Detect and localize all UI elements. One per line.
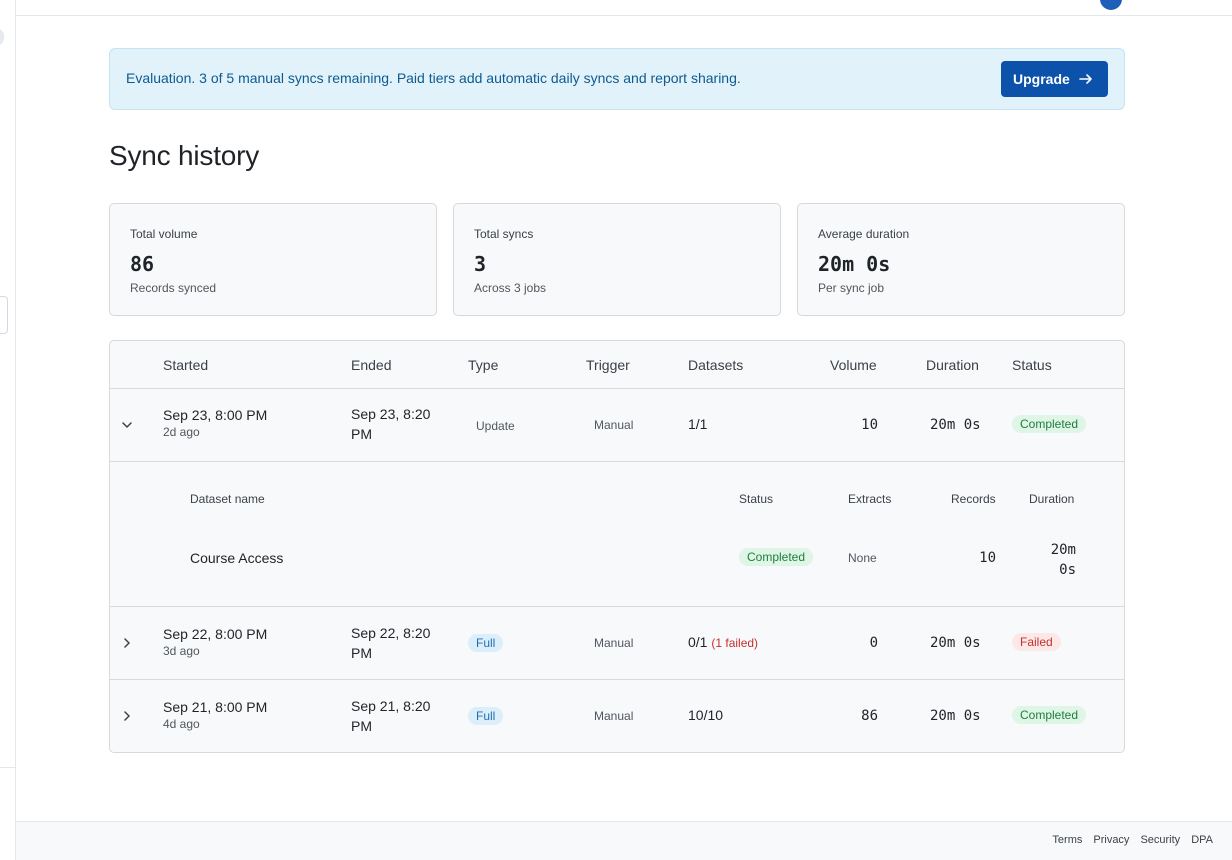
table-row[interactable]: Sep 23, 8:00 PM 2d ago Sep 23, 8:20 PM U…: [110, 389, 1124, 462]
dataset-duration-line2: 0s: [1059, 562, 1076, 578]
type-cell: Full: [468, 707, 504, 725]
stat-card-total-volume: Total volume 86 Records synced: [109, 203, 437, 316]
chevron-down-icon[interactable]: [120, 418, 134, 432]
stat-label: Total volume: [130, 227, 198, 241]
volume-cell: 0: [869, 635, 878, 651]
sync-history-table: Started Ended Type Trigger Datasets Volu…: [109, 340, 1125, 753]
footer-link-terms[interactable]: Terms: [1052, 834, 1083, 846]
sidebar-handle[interactable]: [0, 296, 8, 334]
trigger-cell: Manual: [594, 418, 634, 432]
started-time: Sep 22, 8:00 PM: [163, 626, 268, 642]
footer-link-security[interactable]: Security: [1140, 834, 1181, 846]
column-header-started[interactable]: Started: [163, 357, 209, 373]
duration-cell: 20m 0s: [930, 708, 981, 724]
type-cell: Full: [468, 634, 504, 652]
ended-cell: Sep 23, 8:20 PM: [351, 406, 431, 442]
stat-label: Total syncs: [474, 227, 534, 241]
column-header-duration[interactable]: Duration: [926, 357, 979, 373]
page-title: Sync history: [109, 140, 260, 171]
stat-label: Average duration: [818, 227, 910, 241]
status-cell: Completed: [1012, 706, 1087, 724]
detail-header-records: Records: [951, 492, 996, 506]
ended-cell: Sep 22, 8:20 PM: [351, 625, 431, 661]
footer-link-privacy[interactable]: Privacy: [1093, 834, 1130, 846]
stat-sub: Across 3 jobs: [474, 281, 547, 295]
status-cell: Completed: [1012, 415, 1087, 433]
chevron-right-icon[interactable]: [120, 636, 134, 650]
started-ago: 3d ago: [163, 644, 200, 658]
type-label: Update: [476, 419, 515, 433]
detail-header-dataset-name: Dataset name: [190, 492, 265, 506]
detail-header-duration: Duration: [1029, 492, 1075, 506]
started-cell: Sep 23, 8:00 PM 2d ago: [163, 407, 267, 439]
started-cell: Sep 22, 8:00 PM 3d ago: [163, 626, 267, 658]
row-detail-panel: Dataset name Status Extracts Records Dur…: [110, 462, 1124, 607]
ended-cell: Sep 21, 8:20 PM: [351, 698, 431, 734]
stat-value: 20m 0s: [818, 252, 891, 276]
detail-header-extracts: Extracts: [848, 492, 892, 506]
duration-cell: 20m 0s: [930, 417, 981, 433]
duration-cell: 20m 0s: [930, 635, 981, 651]
footer-link-dpa[interactable]: DPA: [1191, 834, 1213, 846]
dataset-records: 10: [979, 550, 996, 566]
arrow-right-icon: [1079, 74, 1092, 84]
dataset-duration-line1: 20m: [1050, 542, 1076, 558]
status-badge: Completed: [739, 548, 814, 566]
stat-value: 86: [130, 252, 155, 276]
upgrade-button-label: Upgrade: [1013, 71, 1070, 87]
table-header: Started Ended Type Trigger Datasets Volu…: [110, 341, 1124, 389]
dataset-name: Course Access: [190, 550, 284, 566]
table-row[interactable]: Sep 22, 8:00 PM 3d ago Sep 22, 8:20 PM F…: [110, 607, 1124, 680]
footer-links: Terms Privacy Security DPA: [1052, 834, 1213, 846]
started-cell: Sep 21, 8:00 PM 4d ago: [163, 699, 267, 731]
trigger-cell: Manual: [594, 709, 634, 723]
column-header-trigger[interactable]: Trigger: [586, 357, 630, 373]
column-header-ended[interactable]: Ended: [351, 357, 392, 373]
started-time: Sep 21, 8:00 PM: [163, 699, 268, 715]
left-sidebar: [0, 0, 16, 860]
type-cell: Update: [476, 417, 515, 433]
dataset-duration: 20m 0s: [1032, 540, 1076, 580]
upgrade-button[interactable]: Upgrade: [1001, 61, 1108, 97]
top-bar: [16, 0, 1232, 16]
column-header-datasets[interactable]: Datasets: [688, 357, 744, 373]
footer: Terms Privacy Security DPA: [16, 821, 1232, 860]
datasets-failed-note: (1 failed): [711, 636, 759, 650]
volume-cell: 86: [861, 708, 878, 724]
column-header-status[interactable]: Status: [1012, 357, 1052, 373]
trigger-cell: Manual: [594, 636, 634, 650]
status-badge: Failed: [1012, 633, 1061, 651]
status-cell: Failed: [1012, 633, 1061, 651]
column-header-type[interactable]: Type: [468, 357, 499, 373]
started-ago: 4d ago: [163, 717, 200, 731]
datasets-count: 0/1: [688, 634, 708, 650]
dataset-status-cell: Completed: [739, 548, 814, 566]
status-badge: Completed: [1012, 415, 1087, 433]
table-row[interactable]: Sep 21, 8:00 PM 4d ago Sep 21, 8:20 PM F…: [110, 680, 1124, 752]
column-header-volume[interactable]: Volume: [830, 357, 877, 373]
sidebar-divider: [0, 767, 16, 768]
started-time: Sep 23, 8:00 PM: [163, 407, 268, 423]
type-badge: Full: [468, 707, 504, 725]
stat-sub: Records synced: [130, 281, 217, 295]
detail-header-status: Status: [739, 492, 774, 506]
sidebar-toggle[interactable]: [0, 28, 4, 46]
started-ago: 2d ago: [163, 425, 200, 439]
stat-sub: Per sync job: [818, 281, 885, 295]
status-badge: Completed: [1012, 706, 1087, 724]
stat-value: 3: [474, 252, 487, 276]
banner-message: Evaluation. 3 of 5 manual syncs remainin…: [126, 70, 741, 86]
datasets-cell: 0/1 (1 failed): [688, 634, 758, 650]
chevron-right-icon[interactable]: [120, 709, 134, 723]
type-badge: Full: [468, 634, 504, 652]
dataset-extracts: None: [848, 551, 877, 565]
avatar[interactable]: [1100, 0, 1122, 10]
stat-card-total-syncs: Total syncs 3 Across 3 jobs: [453, 203, 781, 316]
stat-card-average-duration: Average duration 20m 0s Per sync job: [797, 203, 1125, 316]
evaluation-banner: Evaluation. 3 of 5 manual syncs remainin…: [109, 48, 1125, 110]
datasets-cell: 1/1: [688, 416, 708, 432]
volume-cell: 10: [861, 417, 878, 433]
datasets-cell: 10/10: [688, 707, 724, 723]
